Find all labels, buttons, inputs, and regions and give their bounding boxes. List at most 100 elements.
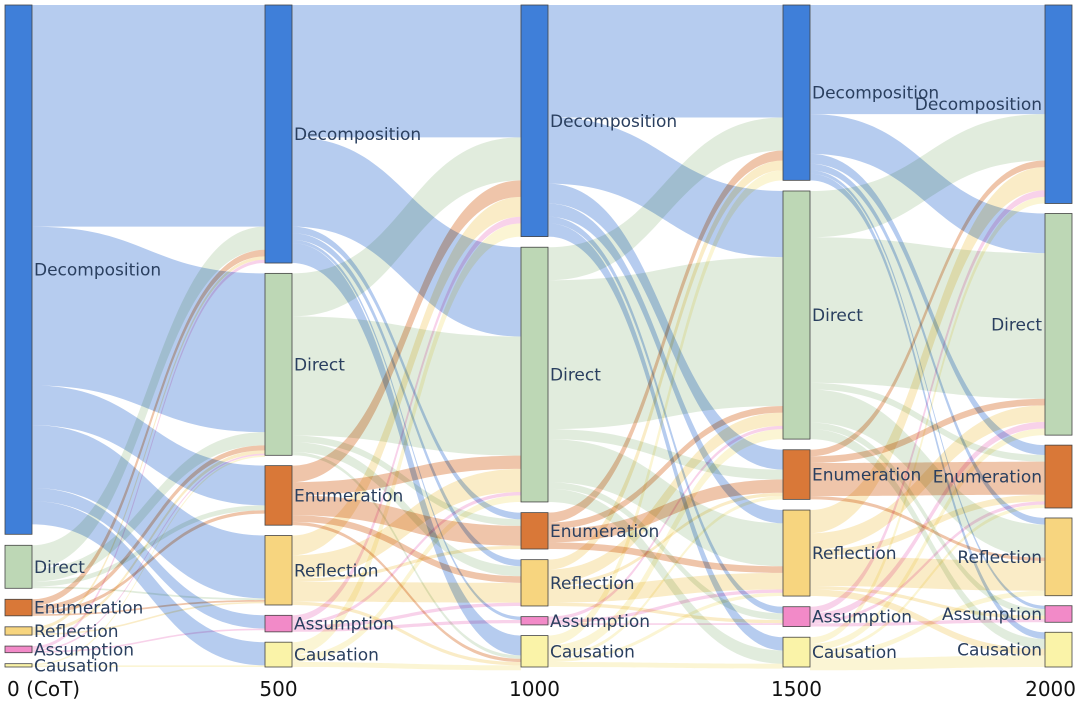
flow-reflection-to-direct-stage-1 [292, 468, 521, 579]
node-enumeration-stage-2 [520, 512, 549, 550]
node-assumption-stage-2 [520, 616, 549, 626]
stage-label-1: 500 [259, 677, 297, 701]
flow-causation-to-causation-stage-1 [292, 662, 521, 671]
node-label-direct-stage-2: Direct [550, 366, 601, 386]
flow-causation-to-direct-stage-3 [810, 428, 1045, 651]
node-label-causation-stage-0: Causation [34, 656, 119, 676]
flow-enumeration-to-enumeration-stage-0 [32, 510, 265, 615]
flow-assumption-to-decomposition-stage-1 [292, 216, 521, 622]
flow-decomposition-to-decomposition-stage-0 [32, 5, 265, 227]
node-causation-stage-1 [264, 641, 293, 668]
flow-direct-to-decomposition-stage-1 [292, 137, 521, 317]
flow-reflection-to-enumeration-stage-3 [810, 494, 1045, 557]
flow-assumption-to-direct-stage-0 [32, 453, 265, 652]
node-direct-stage-2 [520, 246, 549, 503]
flow-assumption-to-direct-stage-1 [292, 492, 521, 626]
node-decomposition-stage-3 [782, 4, 811, 181]
flow-causation-to-causation-stage-2 [548, 662, 783, 669]
node-assumption-stage-1 [264, 614, 293, 633]
node-reflection-stage-2 [520, 559, 549, 607]
node-label-reflection-stage-1: Reflection [294, 561, 379, 581]
flow-decomposition-to-decomposition-stage-2 [548, 5, 783, 118]
flow-causation-to-decomposition-stage-3 [810, 196, 1045, 644]
node-reflection-stage-1 [264, 535, 293, 606]
flow-direct-to-direct-stage-0 [32, 432, 265, 582]
node-label-enumeration-stage-3: Enumeration [812, 466, 921, 486]
flow-direct-to-causation-stage-1 [292, 452, 521, 659]
flow-causation-to-enumeration-stage-3 [810, 504, 1045, 654]
flow-direct-to-direct-stage-2 [548, 257, 783, 430]
node-causation-stage-4 [1044, 631, 1073, 668]
flow-enumeration-to-decomposition-stage-3 [810, 160, 1045, 457]
node-label-assumption-stage-0: Assumption [34, 640, 134, 660]
flow-reflection-to-enumeration-stage-1 [292, 545, 521, 582]
flow-assumption-to-direct-stage-2 [548, 425, 783, 620]
flow-enumeration-to-reflection-stage-0 [32, 600, 265, 616]
flow-enumeration-to-direct-stage-1 [292, 455, 521, 496]
flow-decomposition-to-decomposition-stage-1 [292, 5, 521, 138]
flow-reflection-to-decomposition-stage-1 [292, 196, 521, 556]
flow-reflection-to-direct-stage-2 [548, 412, 783, 583]
flow-enumeration-to-reflection-stage-1 [292, 515, 521, 583]
node-label-reflection-stage-2: Reflection [550, 574, 635, 594]
flow-direct-to-reflection-stage-1 [292, 442, 521, 577]
node-causation-stage-2 [520, 635, 549, 668]
flow-causation-to-direct-stage-1 [292, 495, 521, 663]
node-label-causation-stage-3: Causation [812, 643, 897, 663]
node-label-direct-stage-4: Direct [991, 315, 1042, 335]
flow-reflection-to-causation-stage-1 [292, 601, 521, 666]
node-label-decomposition-stage-2: Decomposition [550, 112, 677, 132]
stage-label-3: 1500 [771, 677, 822, 701]
flow-assumption-to-assumption-stage-1 [292, 619, 521, 632]
flow-enumeration-to-decomposition-stage-1 [292, 180, 521, 483]
node-assumption-stage-4 [1044, 605, 1073, 623]
flow-reflection-to-assumption-stage-2 [548, 602, 783, 624]
flow-causation-to-reflection-stage-3 [810, 590, 1045, 659]
node-causation-stage-0 [4, 663, 33, 668]
node-label-decomposition-stage-0: Decomposition [34, 261, 161, 281]
flow-reflection-to-decomposition-stage-2 [548, 160, 783, 570]
flow-reflection-to-direct-stage-3 [810, 405, 1045, 550]
node-label-enumeration-stage-0: Enumeration [34, 599, 143, 619]
flow-reflection-to-reflection-stage-1 [292, 581, 521, 603]
node-enumeration-stage-4 [1044, 444, 1073, 509]
node-label-reflection-stage-4: Reflection [957, 548, 1042, 568]
flow-reflection-to-decomposition-stage-0 [32, 256, 265, 631]
flow-enumeration-to-direct-stage-0 [32, 445, 265, 611]
flow-reflection-to-direct-stage-0 [32, 450, 265, 634]
flow-direct-to-enumeration-stage-0 [32, 505, 265, 587]
node-label-assumption-stage-4: Assumption [942, 605, 1042, 625]
node-label-reflection-stage-3: Reflection [812, 544, 897, 564]
flow-causation-to-decomposition-stage-2 [548, 170, 783, 646]
node-label-causation-stage-2: Causation [550, 642, 635, 662]
flow-decomposition-to-causation-stage-0 [32, 501, 265, 666]
node-label-direct-stage-1: Direct [294, 355, 345, 375]
node-decomposition-stage-2 [520, 4, 549, 237]
flow-decomposition-to-causation-stage-1 [292, 243, 521, 656]
node-label-assumption-stage-1: Assumption [294, 615, 394, 635]
flow-causation-to-direct-stage-0 [32, 455, 265, 666]
node-label-reflection-stage-0: Reflection [34, 622, 119, 642]
flow-causation-to-enumeration-stage-2 [548, 496, 783, 659]
flow-direct-to-decomposition-stage-3 [810, 114, 1045, 238]
node-direct-stage-4 [1044, 213, 1073, 436]
node-direct-stage-0 [4, 544, 33, 589]
flow-enumeration-to-decomposition-stage-0 [32, 249, 265, 606]
flow-assumption-to-decomposition-stage-0 [32, 259, 265, 650]
node-label-decomposition-stage-3: Decomposition [812, 84, 939, 104]
flow-enumeration-to-direct-stage-3 [810, 398, 1045, 463]
flow-reflection-to-decomposition-stage-3 [810, 167, 1045, 534]
node-label-causation-stage-1: Causation [294, 646, 379, 666]
flow-direct-to-decomposition-stage-0 [32, 226, 265, 569]
flow-enumeration-to-decomposition-stage-2 [548, 150, 783, 523]
node-direct-stage-3 [782, 190, 811, 440]
flow-enumeration-to-direct-stage-2 [548, 406, 783, 530]
flow-causation-to-causation-stage-3 [810, 655, 1045, 671]
node-reflection-stage-4 [1044, 517, 1073, 597]
node-label-causation-stage-4: Causation [957, 641, 1042, 661]
node-label-direct-stage-0: Direct [34, 558, 85, 578]
node-label-assumption-stage-3: Assumption [812, 608, 912, 628]
stage-label-2: 1000 [509, 677, 560, 701]
flow-enumeration-to-reflection-stage-2 [548, 542, 783, 573]
